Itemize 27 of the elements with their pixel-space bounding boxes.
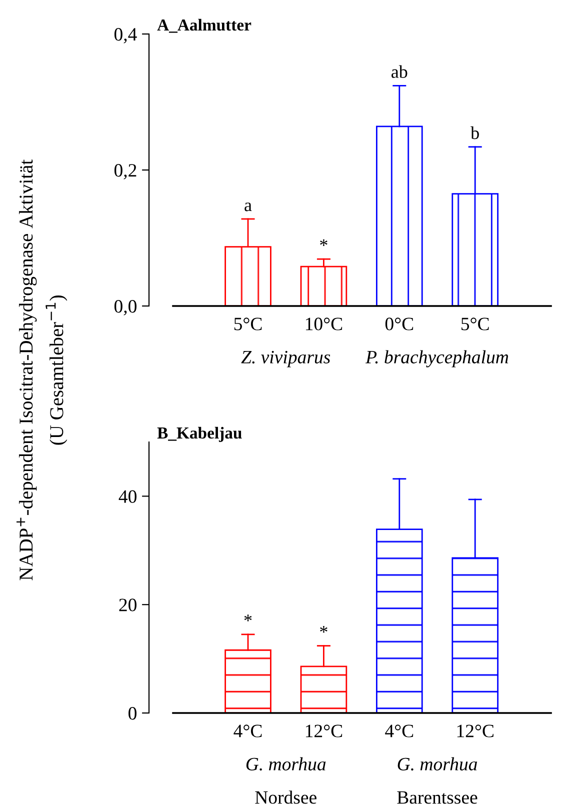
text: Z. viviparus	[241, 350, 330, 368]
x-tick-label: 5°C	[462, 318, 489, 330]
data-label: a	[244, 202, 252, 212]
x-tick-label: 4°C	[234, 724, 262, 738]
x-tick-label: 12°C	[457, 724, 494, 738]
text: G. morhua Barentssee	[397, 757, 478, 804]
chart-title: A_Aalmutter	[157, 18, 252, 33]
x-tick-label: 10°C	[306, 318, 342, 330]
y-axis-title: NADP$^{+}$-dependent Isocitrat-Dehydrogenase Aktivität (U Gesamtleber$^{−1}$)	[16, 159, 68, 580]
data-label: ab	[392, 65, 408, 78]
text: G. morhua Nordsee	[246, 757, 326, 804]
y-tick-label: 0,2	[114, 164, 136, 180]
x-tick-label: 5°C	[234, 318, 262, 330]
y-tick-label: 0,0	[114, 300, 136, 316]
y-tick-label: 40	[118, 490, 136, 503]
data-label: *	[320, 239, 328, 246]
y-tick-label: 0	[128, 707, 136, 720]
data-label: b	[470, 126, 479, 140]
x-tick-label: 4°C	[385, 724, 414, 738]
text: P. brachycephalum	[365, 350, 508, 368]
data-label: *	[320, 626, 328, 633]
chart-title: B_Kabeljau	[157, 426, 242, 442]
y-tick-label: 0,4	[114, 28, 137, 44]
x-tick-label: 0°C	[385, 318, 414, 330]
data-label: *	[244, 614, 252, 622]
x-tick-label: 12°C	[306, 724, 342, 738]
y-tick-label: 20	[119, 598, 136, 612]
